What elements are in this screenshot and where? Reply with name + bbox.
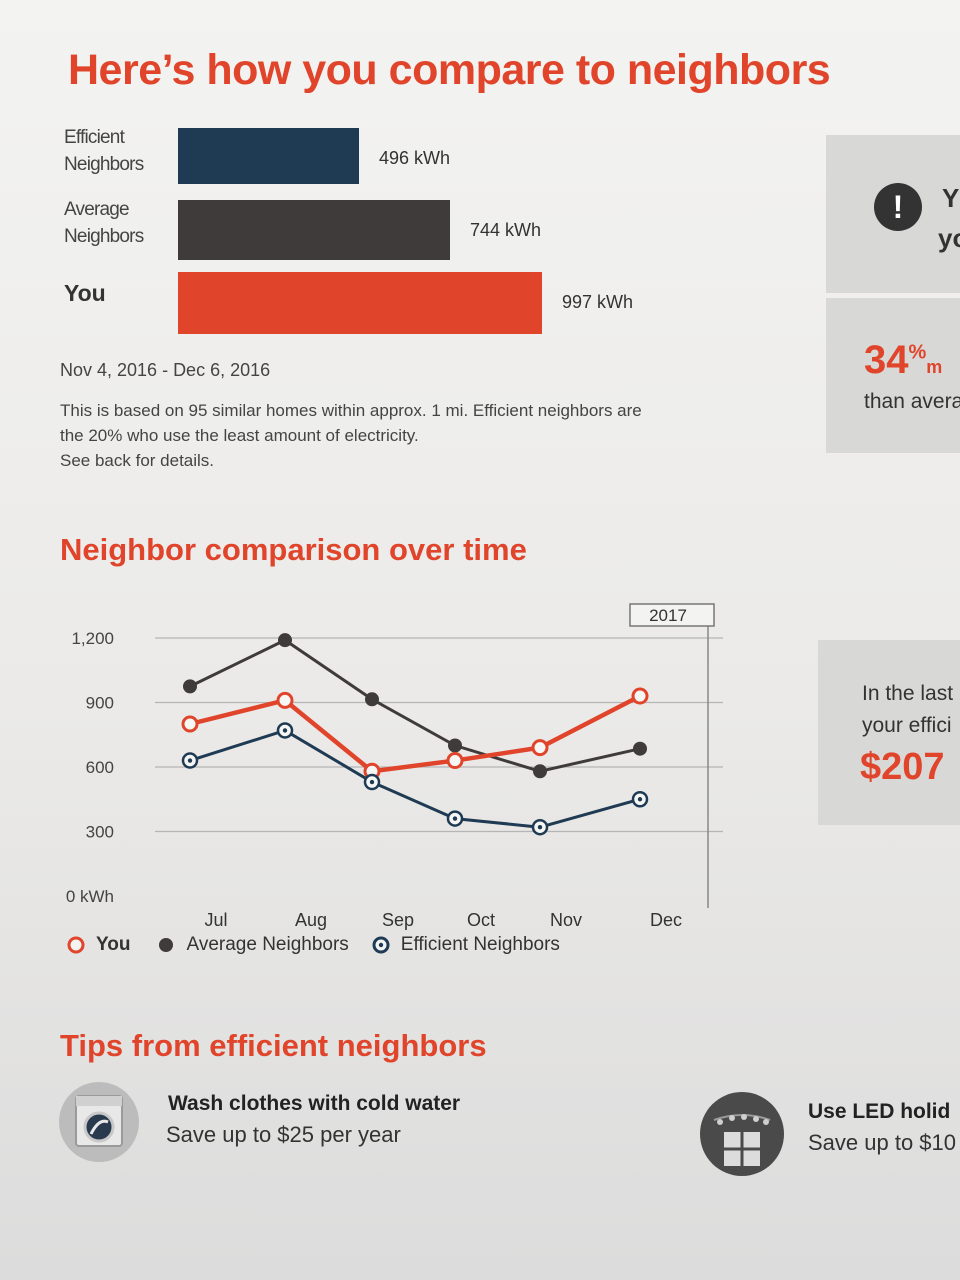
savings-panel: In the last your effici $207 xyxy=(818,640,960,825)
page-title: Here’s how you compare to neighbors xyxy=(68,46,831,94)
note-line: the 20% who use the least amount of elec… xyxy=(60,426,419,445)
series-line xyxy=(189,638,641,773)
holiday-window-icon xyxy=(700,1092,784,1176)
bar-value-label: 744 kWh xyxy=(470,220,542,240)
legend-label: Efficient Neighbors xyxy=(400,934,560,955)
legend-marker-icon xyxy=(372,936,390,954)
legend-marker-icon xyxy=(67,936,85,954)
tip-subtitle: Save up to $25 per year xyxy=(166,1122,401,1147)
savings-text: In the last xyxy=(862,682,954,705)
alert-panel: ! Y yo xyxy=(826,135,960,293)
bar-value-label: 496 kWh xyxy=(379,148,451,168)
comparison-bar xyxy=(178,128,359,184)
data-point xyxy=(631,687,649,705)
data-point-center xyxy=(452,816,458,821)
x-tick-label: Aug xyxy=(295,910,327,930)
comparison-bar xyxy=(178,272,542,334)
y-tick-label: 0 kWh xyxy=(66,887,114,906)
savings-amount: $207 xyxy=(860,746,945,788)
alert-text: Y xyxy=(942,183,960,213)
data-point xyxy=(531,739,549,757)
y-tick-label: 1,200 xyxy=(71,629,114,648)
data-point-center xyxy=(187,758,193,763)
data-point xyxy=(183,679,197,694)
alert-text: yo xyxy=(938,223,960,253)
date-range: Nov 4, 2016 - Dec 6, 2016 xyxy=(60,360,271,380)
legend-label: Average Neighbors xyxy=(186,934,349,955)
x-tick-label: Jul xyxy=(204,910,227,930)
comparison-note: This is based on 95 similar homes within… xyxy=(60,398,720,473)
year-tag: 2017 xyxy=(649,606,687,625)
tips-title: Tips from efficient neighbors xyxy=(60,1028,487,1063)
legend-item: Efficient Neighbors xyxy=(371,934,560,956)
note-line: This is based on 95 similar homes within… xyxy=(60,401,642,420)
exclamation-icon: ! xyxy=(874,183,922,231)
washing-machine-icon xyxy=(58,1082,139,1162)
bar-value-label: 997 kWh xyxy=(562,292,634,312)
y-tick-label: 300 xyxy=(86,823,114,842)
chart-legend: You Average Neighbors Efficient Neighbors xyxy=(66,934,582,956)
series-line xyxy=(189,728,641,829)
percent-panel: 34%m than avera xyxy=(826,298,960,453)
series-line xyxy=(189,694,642,774)
x-tick-label: Oct xyxy=(467,910,495,930)
legend-item: Average Neighbors xyxy=(156,934,349,956)
data-point xyxy=(533,764,547,779)
bar-row-label: Efficient Neighbors xyxy=(64,127,144,175)
tip-title: Wash clothes with cold water xyxy=(168,1092,461,1115)
data-point xyxy=(448,738,462,753)
data-point xyxy=(633,741,647,756)
chart-title: Neighbor comparison over time xyxy=(60,532,527,567)
bar-row-label: You xyxy=(64,280,106,306)
data-point xyxy=(365,692,379,707)
data-point-center xyxy=(537,825,543,830)
legend-label: You xyxy=(96,934,131,955)
data-point-center xyxy=(369,779,375,785)
bar-row-label: Average Neighbors xyxy=(64,199,144,247)
comparison-bar xyxy=(178,200,450,260)
x-tick-label: Nov xyxy=(550,910,582,930)
legend-item: You xyxy=(66,934,130,956)
neighbor-comparison-line-chart: 1,200 900 600 300 0 kWh 2017 Jul Aug Sep Oct Nov De… xyxy=(66,603,723,930)
data-point xyxy=(181,715,199,733)
percent-text: than avera xyxy=(864,390,960,413)
data-point-center xyxy=(282,728,288,733)
tip-subtitle: Save up to $10 xyxy=(808,1130,957,1155)
x-tick-label: Dec xyxy=(650,910,682,930)
savings-text: your effici xyxy=(862,714,952,737)
y-tick-label: 900 xyxy=(86,694,114,713)
data-point xyxy=(276,691,294,709)
legend-marker-icon xyxy=(159,938,174,952)
y-tick-label: 600 xyxy=(86,758,114,777)
note-line: See back for details. xyxy=(60,451,215,470)
data-point xyxy=(446,752,464,770)
data-point xyxy=(278,633,292,648)
x-tick-label: Sep xyxy=(382,910,414,930)
data-point-center xyxy=(637,797,643,802)
percent-value: 34%m xyxy=(864,338,943,382)
year-tag-box xyxy=(629,603,715,627)
tip-title: Use LED holid xyxy=(808,1100,951,1123)
